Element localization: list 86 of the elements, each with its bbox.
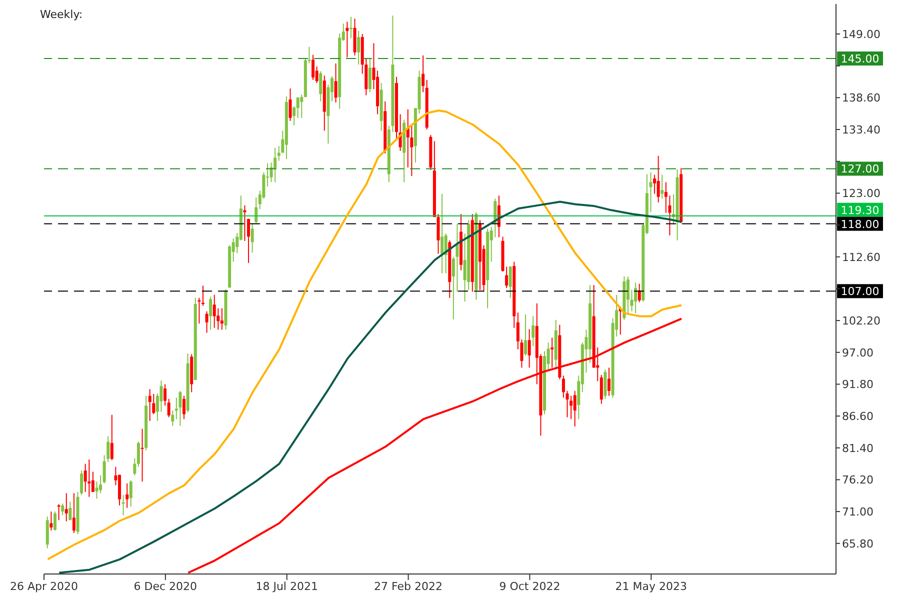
candlestick: [53, 511, 56, 532]
ref-line-label: 127.00: [840, 162, 880, 176]
candlestick: [660, 174, 664, 200]
candlestick: [573, 390, 576, 427]
candlestick: [653, 174, 656, 194]
candlestick: [440, 193, 444, 274]
candlestick: [88, 459, 91, 498]
y-tick-label: 76.20: [842, 474, 874, 487]
y-tick-label: 102.20: [842, 314, 880, 328]
x-tick-label: 6 Dec 2020: [134, 580, 198, 593]
y-tick-label: 112.60: [842, 250, 880, 264]
candlestick: [64, 492, 68, 522]
candlestick: [566, 390, 569, 418]
x-tick-label: 21 May 2023: [615, 580, 688, 593]
y-tick-label: 86.60: [842, 410, 874, 423]
candlestick: [212, 294, 216, 328]
candlestick: [61, 503, 64, 516]
candlestick: [254, 196, 258, 224]
chart-title: Weekly:: [40, 8, 83, 21]
candlestick: [422, 54, 425, 93]
y-tick-label: 71.00: [842, 505, 874, 518]
candlestick: [604, 369, 607, 400]
candlestick: [247, 218, 250, 264]
candlestick: [274, 147, 277, 183]
candlestick: [50, 511, 53, 532]
candlestick: [626, 276, 630, 315]
x-tick-label: 9 Oct 2022: [499, 580, 560, 593]
candlestick: [205, 310, 208, 334]
candlestick: [368, 58, 372, 93]
candlestick: [140, 428, 144, 482]
candlestick: [91, 471, 94, 492]
y-tick-label: 91.80: [842, 378, 874, 392]
candlestick: [136, 441, 140, 468]
candlestick: [209, 296, 212, 330]
candlestick: [288, 88, 292, 122]
candlestick: [638, 283, 641, 303]
x-tick-label: 26 Apr 2020: [10, 580, 78, 593]
candlestick: [148, 388, 152, 422]
candlestick: [528, 328, 531, 368]
candlestick: [133, 458, 136, 476]
line-series: [46, 110, 683, 560]
candlestick: [300, 94, 304, 118]
candlestick: [346, 21, 349, 58]
ref-line-label: 119.30: [840, 204, 880, 217]
candlestick: [508, 266, 512, 298]
x-tick-label: 27 Feb 2022: [374, 580, 443, 593]
y-tick-label: 65.80: [842, 537, 874, 550]
candlestick: [171, 410, 174, 426]
candlestick: [110, 414, 114, 461]
y-tick-label: 149.00: [842, 28, 880, 41]
candlestick: [634, 282, 638, 314]
candlestick: [99, 474, 102, 494]
candlestick: [129, 480, 132, 508]
candlestick: [178, 390, 182, 426]
candlestick: [570, 395, 573, 420]
y-tick-label: 138.60: [842, 92, 880, 105]
candlestick: [562, 375, 565, 398]
candlestick: [220, 308, 224, 330]
candlestick: [532, 316, 535, 347]
y-tick-label: 81.40: [842, 442, 874, 455]
y-tick-label: 123.00: [842, 187, 880, 200]
candlestick: [608, 367, 611, 396]
candlestick: [296, 96, 300, 118]
candlestick: [72, 492, 76, 534]
candlestick: [95, 481, 98, 500]
candlestick: [550, 337, 554, 368]
candlestick: [164, 384, 167, 406]
candlestick: [600, 374, 603, 404]
candlestick: [656, 155, 660, 203]
candlestick: [524, 314, 528, 356]
candlestick: [167, 398, 170, 418]
ref-line-label: 107.00: [840, 285, 880, 298]
candlestick: [126, 482, 129, 508]
line-series: [58, 200, 683, 574]
ref-line-label: 145.00: [840, 52, 880, 66]
y-tick-label: 97.00: [842, 346, 874, 360]
candlestick: [357, 30, 360, 66]
candlestick: [312, 54, 315, 80]
candlestick: [319, 70, 322, 102]
candlestick: [334, 62, 338, 104]
ref-line-label: 118.00: [840, 218, 880, 231]
candlestick: [182, 395, 186, 420]
x-tick-label: 18 Jul 2021: [256, 580, 318, 593]
candlestick: [250, 222, 254, 254]
y-tick-label: 133.40: [842, 123, 880, 136]
candlestick: [68, 501, 72, 521]
